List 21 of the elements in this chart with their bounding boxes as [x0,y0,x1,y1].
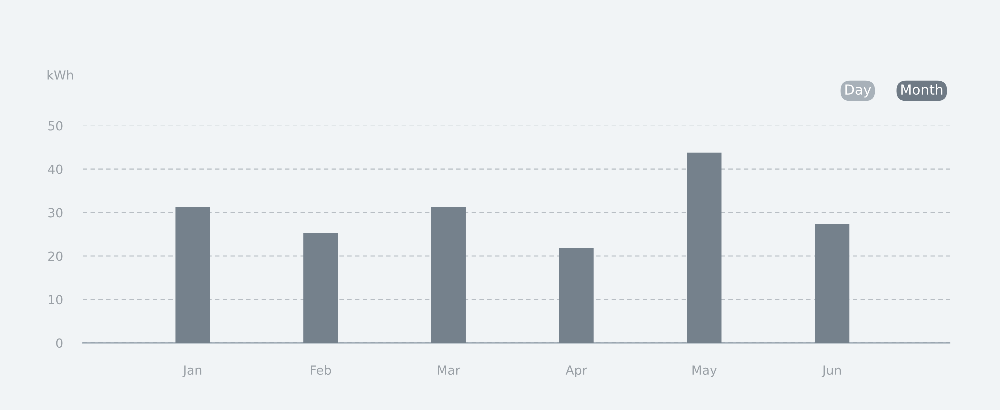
x-tick-label: Jun [822,366,842,378]
text: Month [902,84,943,96]
x-tick-label: Feb [311,365,332,376]
bar [176,207,210,344]
x-tick-label: Apr [566,366,588,378]
text: Day [846,84,872,98]
y-tick-label: 50 [48,121,63,131]
bar [687,152,722,344]
bar [559,248,594,344]
y-tick-label: 40 [48,164,63,174]
y-tick-label: 0 [56,338,63,348]
y-axis-title: kWh [48,70,74,80]
y-tick-label: 30 [48,208,63,218]
x-tick-label: Jan [182,366,202,378]
y-tick-label: 20 [48,252,63,262]
x-tick-label: May [692,366,718,378]
bar [431,207,466,344]
bar [815,224,850,344]
y-tick-label: 10 [49,295,63,305]
x-tick-label: Mar [438,366,461,376]
bar [304,233,338,344]
